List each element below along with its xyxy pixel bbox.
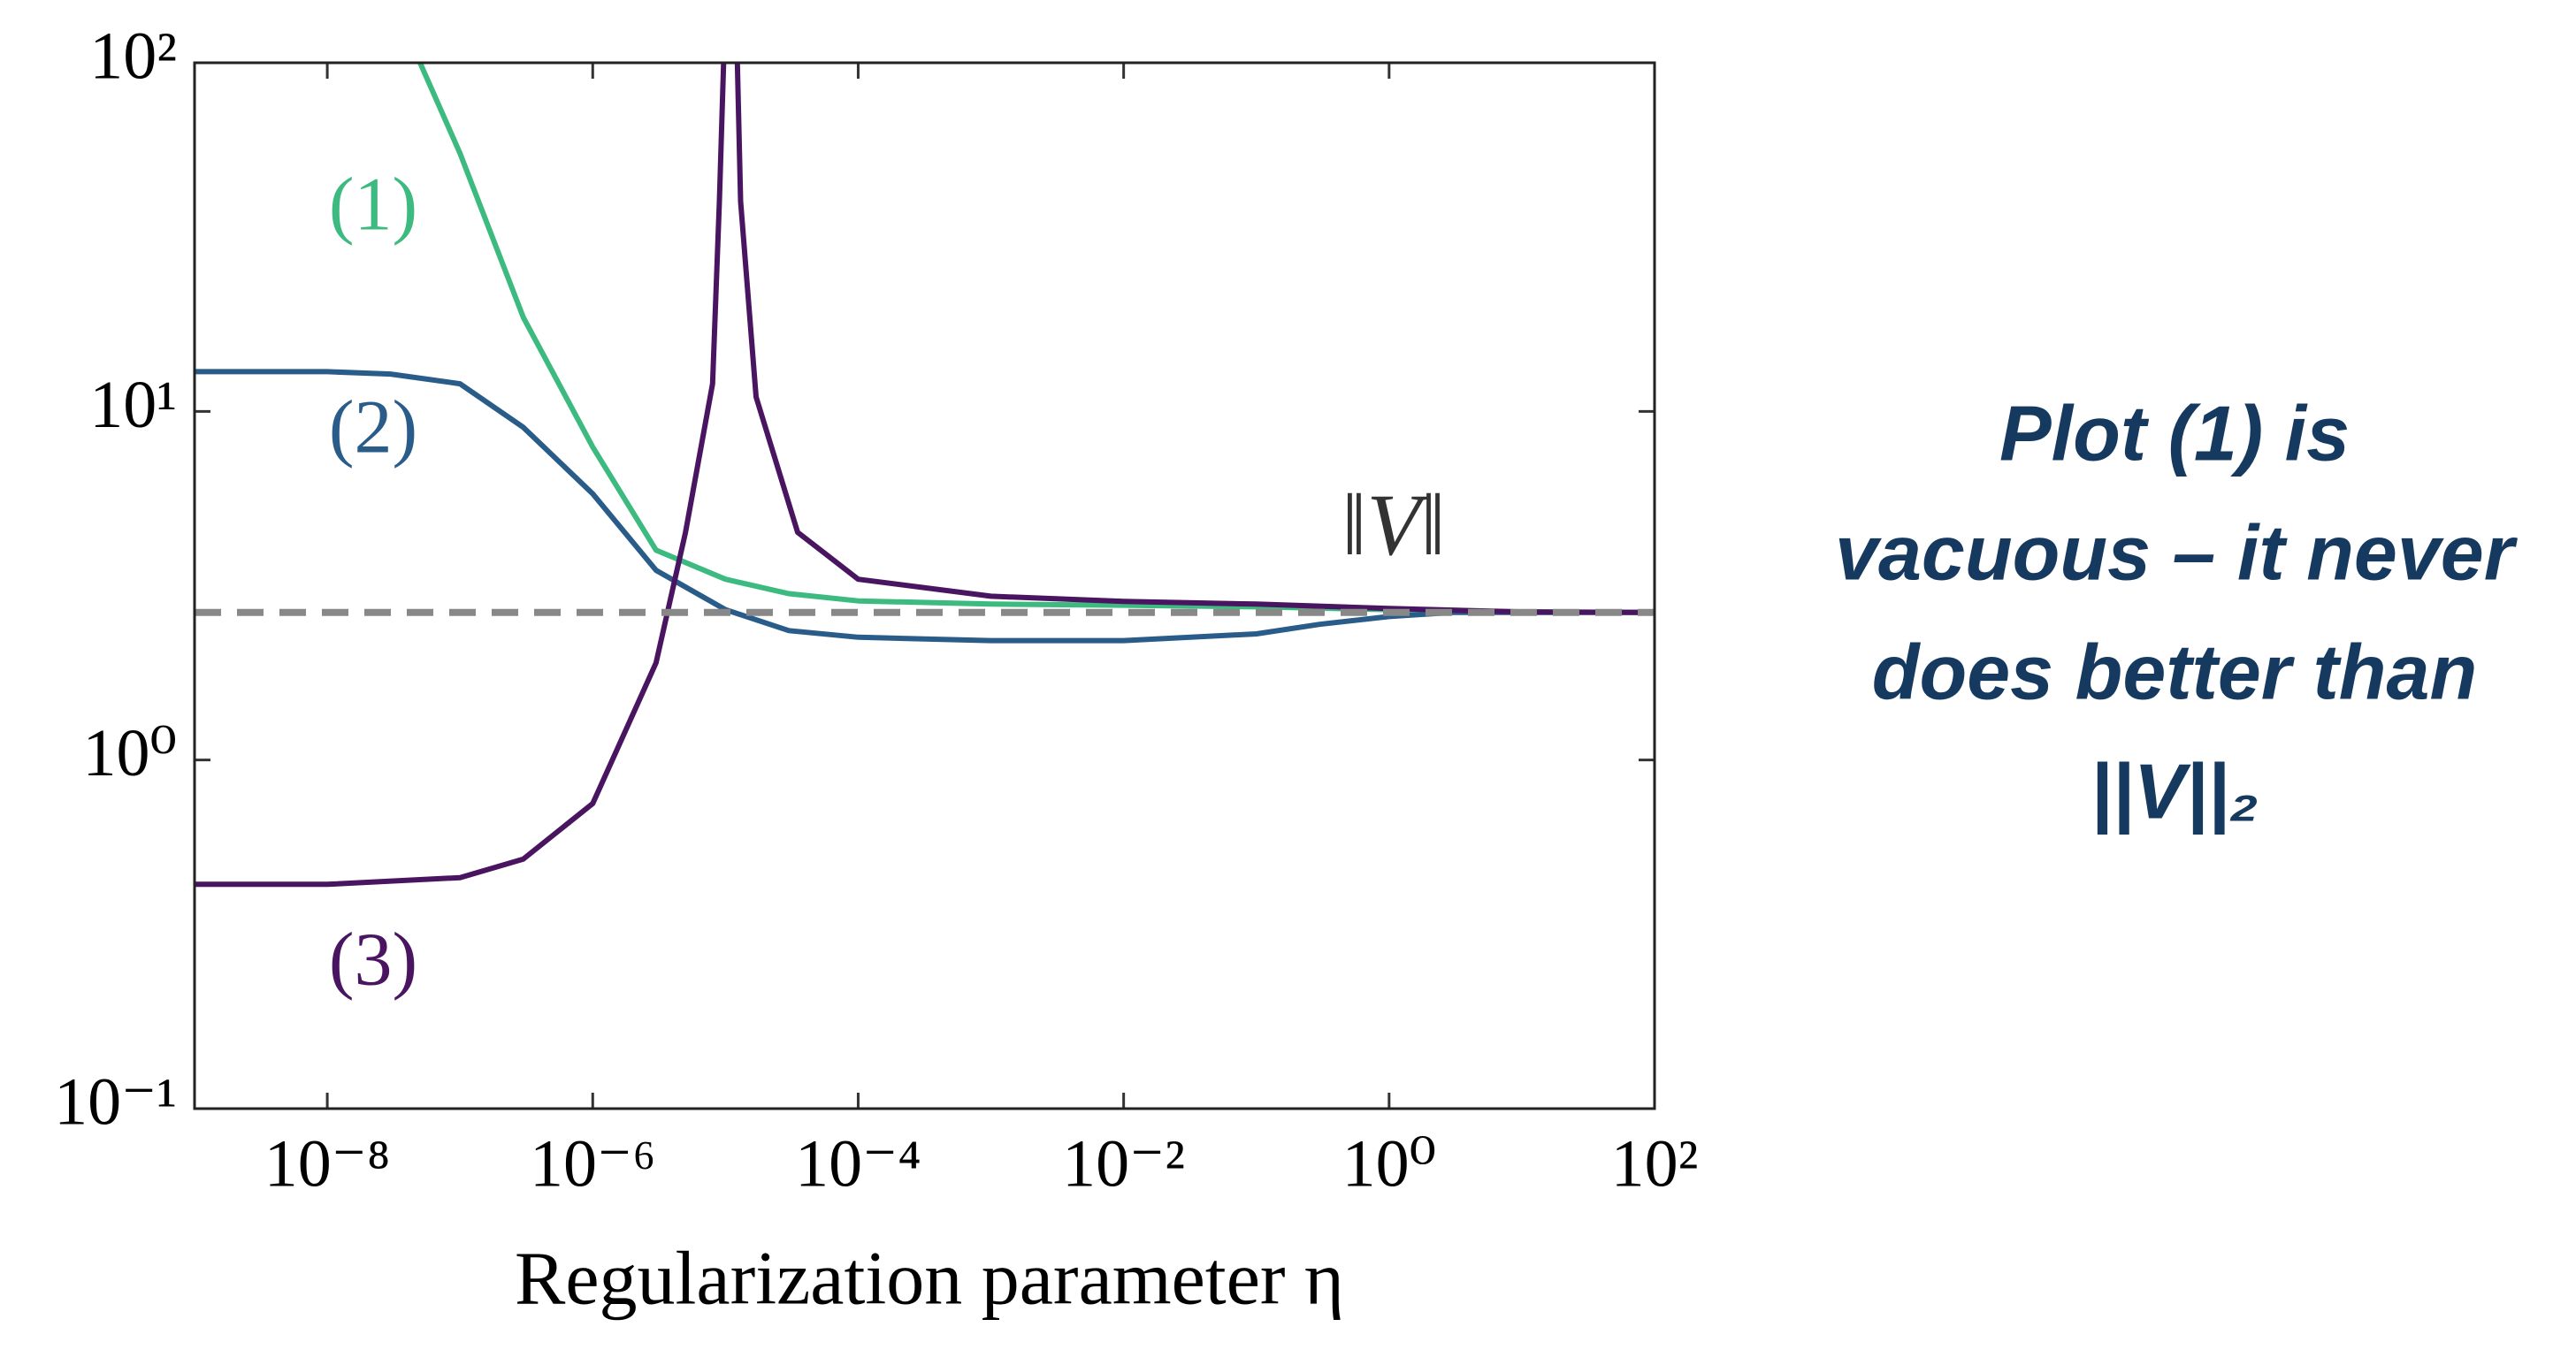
series-label: (3) [329,917,417,1002]
x-axis-label: Regularization parameter η [515,1236,1344,1321]
plot-frame [193,61,1656,1110]
x-tick-label: 10⁻² [1062,1126,1185,1201]
x-tick-label: 10⁰ [1342,1126,1436,1201]
note-line: Plot (1) is [1999,389,2350,477]
note-line: vacuous – it never [1835,508,2519,596]
x-tick-label: 10⁻⁸ [264,1126,391,1201]
y-tick-label: 10² [89,19,177,93]
y-tick-label: 10⁰ [83,716,177,790]
x-tick-label: 10² [1611,1126,1699,1201]
series-label: ‖V‖ [1342,476,1445,574]
series-line [195,63,1655,888]
series-line [417,63,1655,615]
note-line: ||V||₂ [2091,747,2259,835]
x-tick-label: 10⁻⁶ [530,1126,656,1201]
x-tick-label: 10⁻⁴ [795,1126,921,1201]
note-line: does better than [1872,628,2478,715]
series-label: (2) [329,385,417,469]
series-group [195,63,1655,888]
y-tick-label: 10⁻¹ [54,1064,177,1139]
series-label: (1) [329,162,417,247]
y-tick-label: 10¹ [89,368,177,442]
